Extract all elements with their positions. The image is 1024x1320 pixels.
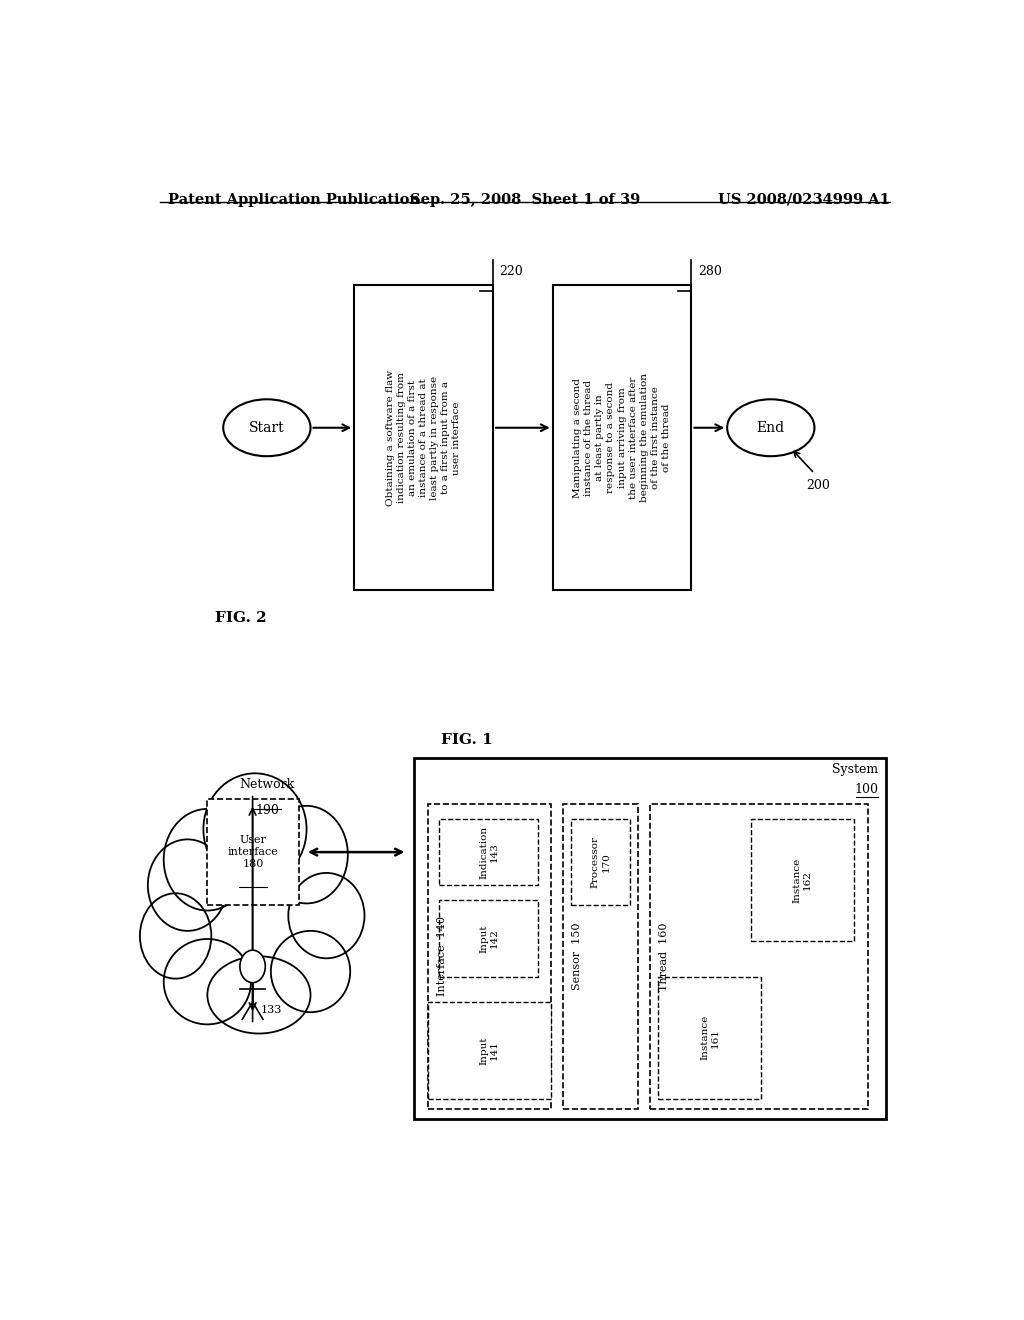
Text: Network: Network xyxy=(240,779,295,792)
FancyBboxPatch shape xyxy=(751,818,854,941)
Text: 133: 133 xyxy=(260,1005,282,1015)
Text: Instance
162: Instance 162 xyxy=(793,858,812,903)
Text: Input
141: Input 141 xyxy=(480,1036,499,1064)
FancyBboxPatch shape xyxy=(428,804,551,1109)
Text: Instance
161: Instance 161 xyxy=(700,1015,720,1060)
Text: Thread  160: Thread 160 xyxy=(659,923,670,990)
Ellipse shape xyxy=(265,805,348,903)
Text: 100: 100 xyxy=(854,784,878,796)
FancyBboxPatch shape xyxy=(650,804,868,1109)
Text: Sep. 25, 2008  Sheet 1 of 39: Sep. 25, 2008 Sheet 1 of 39 xyxy=(410,193,640,207)
Text: Manipulating a second
instance of the thread
at least partly in
response to a se: Manipulating a second instance of the th… xyxy=(573,374,671,503)
Text: End: End xyxy=(757,421,784,434)
Text: Interface  140: Interface 140 xyxy=(437,916,447,997)
Text: Start: Start xyxy=(249,421,285,434)
Text: Patent Application Publication: Patent Application Publication xyxy=(168,193,420,207)
Ellipse shape xyxy=(164,939,251,1024)
FancyBboxPatch shape xyxy=(428,1002,551,1098)
FancyBboxPatch shape xyxy=(563,804,638,1109)
Text: System: System xyxy=(831,763,878,776)
FancyBboxPatch shape xyxy=(414,758,886,1119)
Ellipse shape xyxy=(223,399,310,457)
Text: User
interface
180: User interface 180 xyxy=(227,836,279,869)
Text: Input
142: Input 142 xyxy=(479,924,499,953)
FancyBboxPatch shape xyxy=(354,285,494,590)
Ellipse shape xyxy=(204,774,306,886)
Ellipse shape xyxy=(164,809,251,911)
FancyBboxPatch shape xyxy=(658,977,761,1098)
Ellipse shape xyxy=(727,399,814,457)
FancyBboxPatch shape xyxy=(207,799,299,906)
Text: FIG. 2: FIG. 2 xyxy=(215,611,267,624)
Ellipse shape xyxy=(289,873,365,958)
Text: Sensor  150: Sensor 150 xyxy=(572,923,583,990)
FancyBboxPatch shape xyxy=(439,900,539,977)
Text: 280: 280 xyxy=(697,265,722,279)
Ellipse shape xyxy=(140,894,211,978)
Text: US 2008/0234999 A1: US 2008/0234999 A1 xyxy=(718,193,890,207)
FancyBboxPatch shape xyxy=(553,285,691,590)
FancyBboxPatch shape xyxy=(439,818,539,886)
Ellipse shape xyxy=(207,956,310,1034)
FancyBboxPatch shape xyxy=(570,818,631,906)
Text: Obtaining a software flaw
indication resulting from
an emulation of a first
inst: Obtaining a software flaw indication res… xyxy=(386,370,462,506)
Text: Indication
143: Indication 143 xyxy=(479,825,499,879)
Text: FIG. 1: FIG. 1 xyxy=(441,733,494,747)
Text: 220: 220 xyxy=(500,265,523,279)
Text: Processor
170: Processor 170 xyxy=(591,837,610,888)
Text: 200: 200 xyxy=(807,479,830,491)
Ellipse shape xyxy=(147,840,227,931)
Text: 190: 190 xyxy=(255,804,279,817)
Circle shape xyxy=(240,950,265,982)
Ellipse shape xyxy=(270,931,350,1012)
